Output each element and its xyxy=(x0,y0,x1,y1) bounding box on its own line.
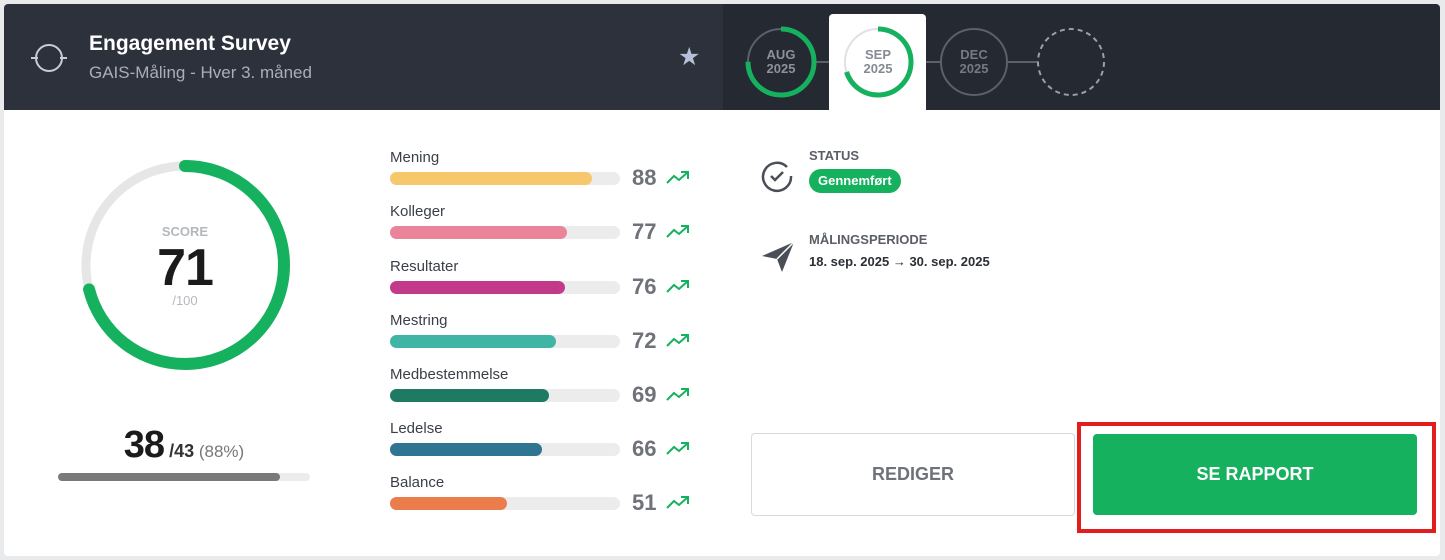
period-dec-2025[interactable]: DEC 2025 xyxy=(938,26,1010,98)
category-medbestemmelse: Medbestemmelse 69 xyxy=(390,366,710,416)
trend-up-icon xyxy=(666,388,689,401)
period-placeholder[interactable] xyxy=(1035,26,1107,98)
category-bar xyxy=(390,389,620,402)
timeline-connector xyxy=(912,61,942,63)
responses-percent: (88%) xyxy=(194,442,245,461)
category-bar xyxy=(390,443,620,456)
survey-header: Engagement Survey GAIS-Måling - Hver 3. … xyxy=(4,4,723,110)
score-label: SCORE xyxy=(161,224,209,239)
category-bar-fill xyxy=(390,389,549,402)
response-progress-bar xyxy=(58,473,310,481)
status-label: STATUS xyxy=(809,148,860,163)
category-value: 69 xyxy=(632,382,657,407)
period-aug-2025[interactable]: AUG 2025 xyxy=(745,26,817,98)
category-bar-fill xyxy=(390,497,508,510)
category-value: 88 xyxy=(632,165,657,190)
response-progress-fill xyxy=(58,473,280,481)
status-badge: Gennemført xyxy=(809,169,901,193)
score-max: /100 xyxy=(172,293,198,308)
period-year: 2025 xyxy=(766,61,796,76)
target-icon xyxy=(31,44,67,72)
category-name: Mestring xyxy=(390,312,448,329)
category-name: Mening xyxy=(390,149,440,166)
category-bar-fill xyxy=(390,443,542,456)
survey-title: Engagement Survey xyxy=(89,32,291,55)
category-bar-fill xyxy=(390,281,565,294)
category-name: Balance xyxy=(390,474,445,491)
category-value: 77 xyxy=(632,219,657,244)
category-name: Medbestemmelse xyxy=(390,366,509,383)
category-bar xyxy=(390,281,620,294)
category-bar-fill xyxy=(390,172,593,185)
trend-up-icon xyxy=(666,171,689,184)
period-month: AUG xyxy=(766,47,796,62)
period-month: SEP xyxy=(864,47,891,62)
timeline-connector xyxy=(1008,61,1038,63)
score-gauge xyxy=(80,160,290,370)
category-resultater: Resultater 76 xyxy=(390,258,710,308)
survey-card: Engagement Survey GAIS-Måling - Hver 3. … xyxy=(4,4,1440,556)
category-bar-fill xyxy=(390,335,556,348)
category-balance: Balance 51 xyxy=(390,474,710,524)
responses-answered: 38 xyxy=(123,424,165,466)
category-name: Resultater xyxy=(390,258,459,275)
survey-subtitle: GAIS-Måling - Hver 3. måned xyxy=(89,63,312,82)
period-year: 2025 xyxy=(863,61,893,76)
category-bar xyxy=(390,335,620,348)
category-kolleger: Kolleger 77 xyxy=(390,203,710,253)
category-mening: Mening 88 xyxy=(390,149,710,199)
category-value: 72 xyxy=(632,328,657,353)
trend-up-icon xyxy=(666,334,689,347)
trend-up-icon xyxy=(666,225,689,238)
category-bar xyxy=(390,172,620,185)
star-icon[interactable]: ★ xyxy=(678,43,701,71)
category-bar xyxy=(390,497,620,510)
category-mestring: Mestring 72 xyxy=(390,312,710,362)
period-progress-ring xyxy=(940,28,1008,96)
category-bar-fill xyxy=(390,226,568,239)
period-month: DEC xyxy=(960,47,988,62)
category-value: 51 xyxy=(632,490,657,515)
view-report-button[interactable]: SE RAPPORT xyxy=(1093,434,1417,515)
period-progress-ring xyxy=(745,26,817,98)
category-value: 76 xyxy=(632,274,657,299)
category-value: 66 xyxy=(632,436,657,461)
period-label: MÅLINGSPERIODE xyxy=(809,232,928,247)
category-name: Ledelse xyxy=(390,420,443,437)
period-dates: 18. sep. 2025 → 30. sep. 2025 xyxy=(809,254,990,269)
response-count: 38 /43 (88%) xyxy=(58,424,310,467)
paper-plane-icon xyxy=(762,241,795,272)
check-circle-icon xyxy=(761,161,793,193)
category-ledelse: Ledelse 66 xyxy=(390,420,710,470)
trend-up-icon xyxy=(666,280,689,293)
period-sep-2025[interactable]: SEP 2025 xyxy=(842,26,914,98)
category-bar xyxy=(390,226,620,239)
period-year: 2025 xyxy=(959,61,989,76)
placeholder-ring xyxy=(1037,28,1105,96)
edit-button[interactable]: REDIGER xyxy=(751,433,1075,516)
trend-up-icon xyxy=(666,442,689,455)
category-name: Kolleger xyxy=(390,203,446,220)
report-button-highlight xyxy=(1077,422,1436,533)
trend-up-icon xyxy=(666,496,689,509)
responses-total: /43 xyxy=(164,441,195,461)
period-progress-ring xyxy=(842,26,914,98)
score-value: 71 xyxy=(157,239,214,297)
